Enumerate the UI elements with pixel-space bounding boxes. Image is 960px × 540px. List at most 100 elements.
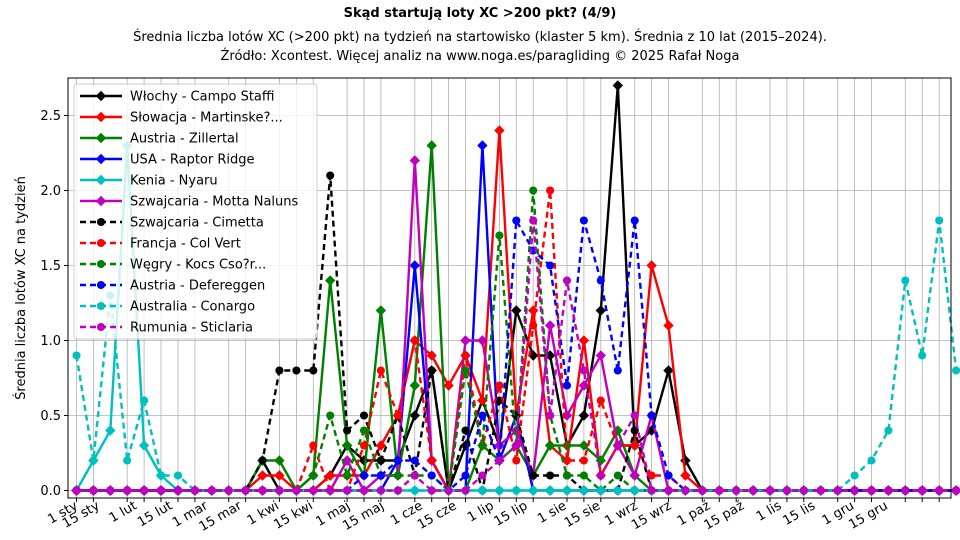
data-point <box>173 486 183 495</box>
legend-entry: Węgry - Kocs Cso?r... <box>80 258 266 273</box>
data-point <box>106 486 115 495</box>
legend-label: USA - Raptor Ridge <box>130 153 255 168</box>
y-tick-label: 0.5 <box>40 409 61 424</box>
data-point <box>426 350 437 361</box>
data-point <box>309 471 318 480</box>
data-point <box>258 456 267 465</box>
data-point <box>359 426 369 435</box>
data-point <box>258 486 267 495</box>
data-point <box>96 217 106 227</box>
data-point <box>96 259 106 269</box>
data-point <box>765 486 775 495</box>
data-point <box>190 486 199 495</box>
data-point <box>95 174 107 186</box>
data-point <box>918 486 927 495</box>
data-point <box>512 456 521 465</box>
data-point <box>664 471 673 480</box>
data-point <box>529 186 538 195</box>
data-point <box>512 486 521 495</box>
data-point <box>495 231 504 240</box>
data-point <box>427 486 436 495</box>
data-point <box>578 410 590 421</box>
data-point <box>596 396 605 405</box>
data-point <box>241 486 250 495</box>
data-point <box>528 350 539 361</box>
data-point <box>274 455 285 466</box>
data-point <box>663 320 674 331</box>
data-point <box>275 486 284 495</box>
data-point <box>95 153 107 165</box>
data-point <box>562 471 572 480</box>
data-point <box>96 280 106 290</box>
x-tick-label: 1 lut <box>107 498 140 526</box>
data-point <box>460 335 471 346</box>
legend-label: Australia - Conargo <box>130 300 255 315</box>
data-point <box>309 441 318 450</box>
data-point <box>326 171 335 180</box>
data-point <box>495 486 504 495</box>
data-point <box>207 486 216 495</box>
data-point <box>732 486 741 495</box>
data-point <box>274 470 285 481</box>
data-point <box>461 366 470 375</box>
data-point <box>224 486 233 495</box>
data-point <box>409 410 420 421</box>
data-point <box>935 216 944 225</box>
legend-entry: Szwajcaria - Motta Naluns <box>80 195 299 210</box>
data-point <box>89 486 98 495</box>
data-point <box>782 486 791 495</box>
data-point <box>579 366 588 375</box>
data-point <box>579 486 588 495</box>
data-point <box>426 140 437 151</box>
data-point <box>123 486 132 495</box>
data-point <box>715 486 724 495</box>
data-point <box>376 456 385 465</box>
series-group <box>71 80 960 496</box>
data-point <box>918 351 927 360</box>
data-point <box>410 456 419 465</box>
data-point <box>309 486 318 495</box>
data-point <box>393 411 402 420</box>
data-point <box>664 486 673 495</box>
legend-label: Szwajcaria - Motta Naluns <box>130 195 299 210</box>
data-point <box>478 411 487 420</box>
data-point <box>409 260 420 271</box>
legend-label: Węgry - Kocs Cso?r... <box>130 258 266 273</box>
data-point <box>630 486 639 495</box>
data-point <box>96 301 106 311</box>
data-point <box>698 486 707 495</box>
data-point <box>867 486 876 495</box>
legend-entry: Francja - Col Vert <box>80 237 241 252</box>
chart-title: Skąd startują loty XC >200 pkt? (4/9) <box>344 6 617 21</box>
data-point <box>477 395 488 406</box>
data-point <box>72 351 81 360</box>
data-point <box>393 486 402 495</box>
data-point <box>579 471 588 480</box>
y-tick-label: 1.5 <box>40 259 61 274</box>
data-point <box>613 486 622 495</box>
data-point <box>494 125 505 136</box>
data-point <box>478 486 487 495</box>
series-line <box>75 219 958 492</box>
data-point <box>546 261 555 270</box>
data-point <box>544 320 556 331</box>
legend-entry: Austria - Defereggen <box>80 279 265 294</box>
data-point <box>630 411 639 420</box>
data-point <box>376 471 385 480</box>
data-point <box>512 216 521 225</box>
data-point <box>478 471 487 480</box>
legend-entry: Austria - Zillertal <box>80 132 239 147</box>
data-point <box>546 411 555 420</box>
data-point <box>409 380 420 391</box>
data-point <box>427 366 436 375</box>
x-tick-label: 1 lip <box>465 498 497 525</box>
legend-entry: Rumunia - Sticlaria <box>80 321 253 336</box>
data-point <box>292 486 301 495</box>
data-point <box>562 486 572 495</box>
x-tick-label: 15 gru <box>846 498 890 532</box>
data-point <box>341 440 353 451</box>
data-point <box>816 486 825 495</box>
data-point <box>850 471 859 480</box>
chart-subtitle-line1: Średnia liczba lotów XC (>200 pkt) na ty… <box>133 29 827 45</box>
